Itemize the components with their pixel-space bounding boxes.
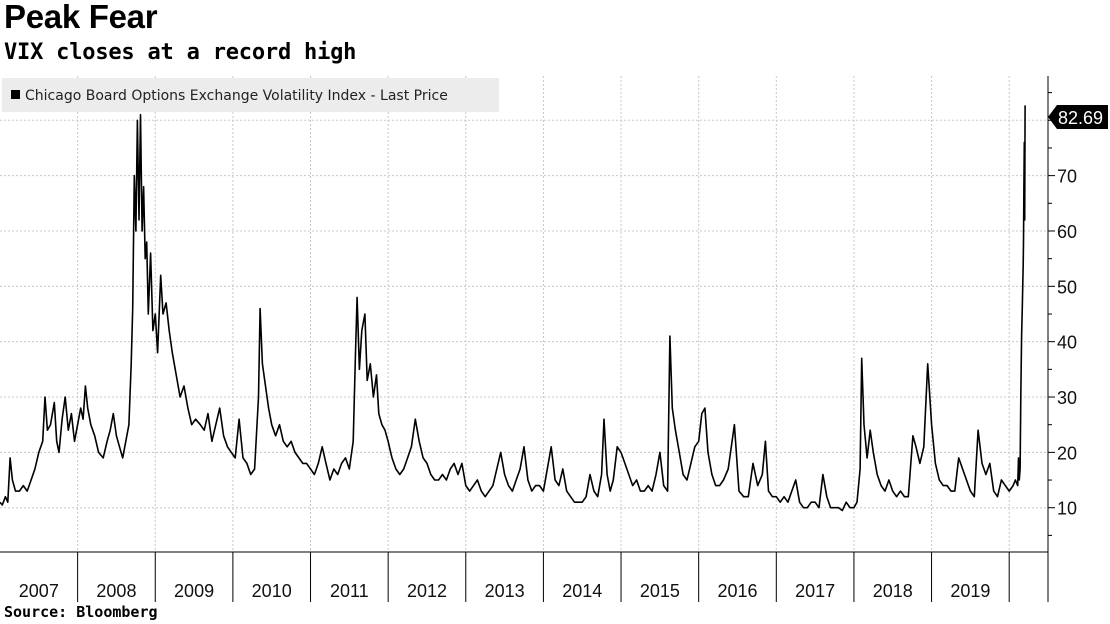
callout-badge [1048,105,1108,129]
year-separators [77,76,1010,552]
x-tick-label: 2008 [96,581,136,601]
plot-area [0,76,1048,552]
y-tick-label: 60 [1057,222,1077,242]
y-tick-label: 40 [1057,333,1077,353]
x-axis: 2007 2008 2009 2010 2011 2012 2013 2014 2015 2016… [0,551,1048,602]
y-tick-label: 20 [1057,443,1077,463]
x-tick-label: 2007 [19,581,59,601]
legend-label: Chicago Board Options Exchange Volatilit… [25,88,448,104]
x-tick-label: 2015 [640,581,680,601]
last-value-callout: 82.69 [1048,105,1108,129]
series-layer [0,105,1026,512]
x-tick-label: 2018 [873,581,913,601]
y-tick-label: 50 [1057,277,1077,297]
x-tick-label: 2013 [485,581,525,601]
x-tick-label: 2017 [795,581,835,601]
legend-swatch [11,90,20,99]
x-tick-label: 2010 [252,581,292,601]
gridlines [0,119,1048,509]
y-tick-label: 10 [1057,499,1077,519]
x-tick-label: 2009 [174,581,214,601]
callout-value: 82.69 [1058,108,1103,128]
y-tick-label: 70 [1057,167,1077,187]
x-tick-label: 2011 [330,581,369,601]
y-axis: 1020304050607080 [1047,76,1077,602]
source-note: Source: Bloomberg [4,603,158,621]
series-line-vix [0,105,1026,512]
x-tick-label: 2014 [562,581,602,601]
x-tick-label: 2016 [717,581,757,601]
legend: Chicago Board Options Exchange Volatilit… [2,78,499,112]
x-tick-label: 2019 [950,581,990,601]
y-tick-label: 30 [1057,388,1077,408]
x-tick-label: 2012 [407,581,447,601]
chart-subtitle: VIX closes at a record high [4,40,357,65]
legend-background [2,78,499,112]
chart-title: Peak Fear [4,0,158,35]
